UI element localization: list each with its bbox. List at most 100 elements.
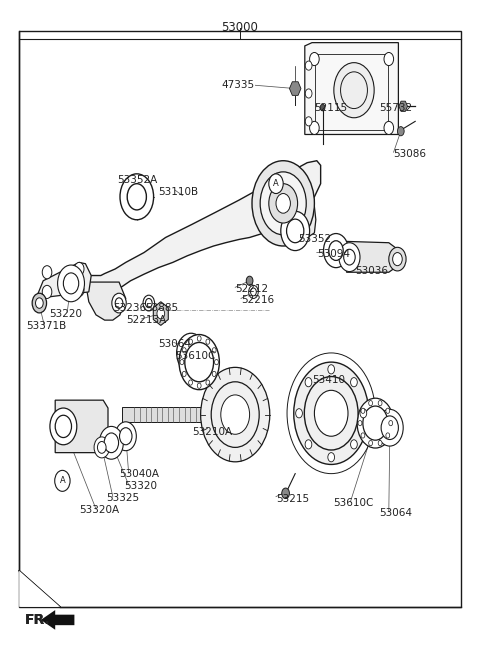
Circle shape xyxy=(42,285,52,298)
Circle shape xyxy=(324,234,348,268)
Circle shape xyxy=(339,243,360,272)
Text: 53410: 53410 xyxy=(312,375,345,386)
Text: 53610C: 53610C xyxy=(175,350,216,361)
Circle shape xyxy=(185,342,214,382)
Circle shape xyxy=(212,348,216,353)
Circle shape xyxy=(350,440,357,449)
Text: 47335: 47335 xyxy=(221,80,254,91)
Text: 53320A: 53320A xyxy=(79,505,120,516)
Circle shape xyxy=(376,409,403,446)
Text: 53040A: 53040A xyxy=(119,469,159,480)
Polygon shape xyxy=(55,400,108,453)
Circle shape xyxy=(344,249,355,265)
Circle shape xyxy=(189,380,192,385)
Circle shape xyxy=(221,395,250,434)
Circle shape xyxy=(389,247,406,271)
Polygon shape xyxy=(347,241,401,272)
Circle shape xyxy=(42,266,52,279)
Circle shape xyxy=(206,339,210,344)
Polygon shape xyxy=(41,610,74,630)
Circle shape xyxy=(393,253,402,266)
Circle shape xyxy=(182,348,186,353)
Circle shape xyxy=(97,441,106,453)
Circle shape xyxy=(206,380,210,385)
Circle shape xyxy=(357,398,394,448)
Circle shape xyxy=(179,335,219,390)
Text: 53220: 53220 xyxy=(49,308,82,319)
Circle shape xyxy=(310,121,319,134)
Text: 53094: 53094 xyxy=(317,249,350,259)
Text: 53371B: 53371B xyxy=(26,321,67,331)
Circle shape xyxy=(143,295,155,311)
Polygon shape xyxy=(85,282,126,320)
Circle shape xyxy=(305,89,312,98)
Circle shape xyxy=(350,378,357,387)
Circle shape xyxy=(115,298,123,308)
Circle shape xyxy=(74,262,84,276)
Circle shape xyxy=(386,433,390,438)
Circle shape xyxy=(369,401,372,406)
Circle shape xyxy=(249,285,258,298)
Circle shape xyxy=(55,415,72,438)
Circle shape xyxy=(360,409,367,418)
Circle shape xyxy=(94,437,109,458)
Circle shape xyxy=(50,408,77,445)
Circle shape xyxy=(201,367,270,462)
Circle shape xyxy=(389,420,393,426)
Polygon shape xyxy=(273,202,316,237)
Circle shape xyxy=(305,378,312,387)
Circle shape xyxy=(99,426,123,459)
Circle shape xyxy=(180,359,184,365)
Circle shape xyxy=(197,383,201,388)
Circle shape xyxy=(269,174,283,194)
Circle shape xyxy=(215,359,218,365)
Circle shape xyxy=(361,433,365,438)
Text: A: A xyxy=(60,476,65,485)
Polygon shape xyxy=(122,407,201,422)
Bar xyxy=(19,31,461,607)
Circle shape xyxy=(63,273,79,294)
Circle shape xyxy=(361,408,365,413)
Polygon shape xyxy=(289,82,301,95)
Circle shape xyxy=(294,362,369,464)
Circle shape xyxy=(281,211,310,251)
Text: 53064: 53064 xyxy=(379,508,412,518)
Circle shape xyxy=(397,127,404,136)
Circle shape xyxy=(305,61,312,70)
Circle shape xyxy=(120,428,132,445)
Text: 53036: 53036 xyxy=(355,266,388,276)
Circle shape xyxy=(127,184,146,210)
Circle shape xyxy=(112,293,126,313)
Text: 53236: 53236 xyxy=(113,303,146,314)
Text: 53885: 53885 xyxy=(145,303,179,314)
Circle shape xyxy=(269,184,298,223)
Circle shape xyxy=(276,194,290,213)
Circle shape xyxy=(384,121,394,134)
Polygon shape xyxy=(19,571,60,607)
Text: 53064: 53064 xyxy=(158,338,192,349)
Circle shape xyxy=(304,377,358,450)
Text: 53110B: 53110B xyxy=(158,186,199,197)
Text: A: A xyxy=(273,179,279,188)
Text: FR.: FR. xyxy=(25,613,51,627)
Text: 53352: 53352 xyxy=(299,234,332,245)
Circle shape xyxy=(32,293,47,313)
Circle shape xyxy=(104,433,119,453)
Circle shape xyxy=(358,420,362,426)
Circle shape xyxy=(177,333,205,373)
Text: FR.: FR. xyxy=(25,613,51,627)
Circle shape xyxy=(334,62,374,117)
Text: 52216: 52216 xyxy=(241,295,274,305)
Circle shape xyxy=(260,172,306,235)
Circle shape xyxy=(251,288,256,296)
Circle shape xyxy=(320,104,325,111)
Circle shape xyxy=(282,488,289,499)
Text: 53320: 53320 xyxy=(124,481,157,491)
Circle shape xyxy=(189,339,192,344)
Polygon shape xyxy=(399,101,408,112)
Text: 53352A: 53352A xyxy=(118,175,158,186)
Text: 53215: 53215 xyxy=(276,493,309,504)
Text: 52213A: 52213A xyxy=(126,315,166,325)
Polygon shape xyxy=(85,161,321,298)
Circle shape xyxy=(384,52,394,66)
